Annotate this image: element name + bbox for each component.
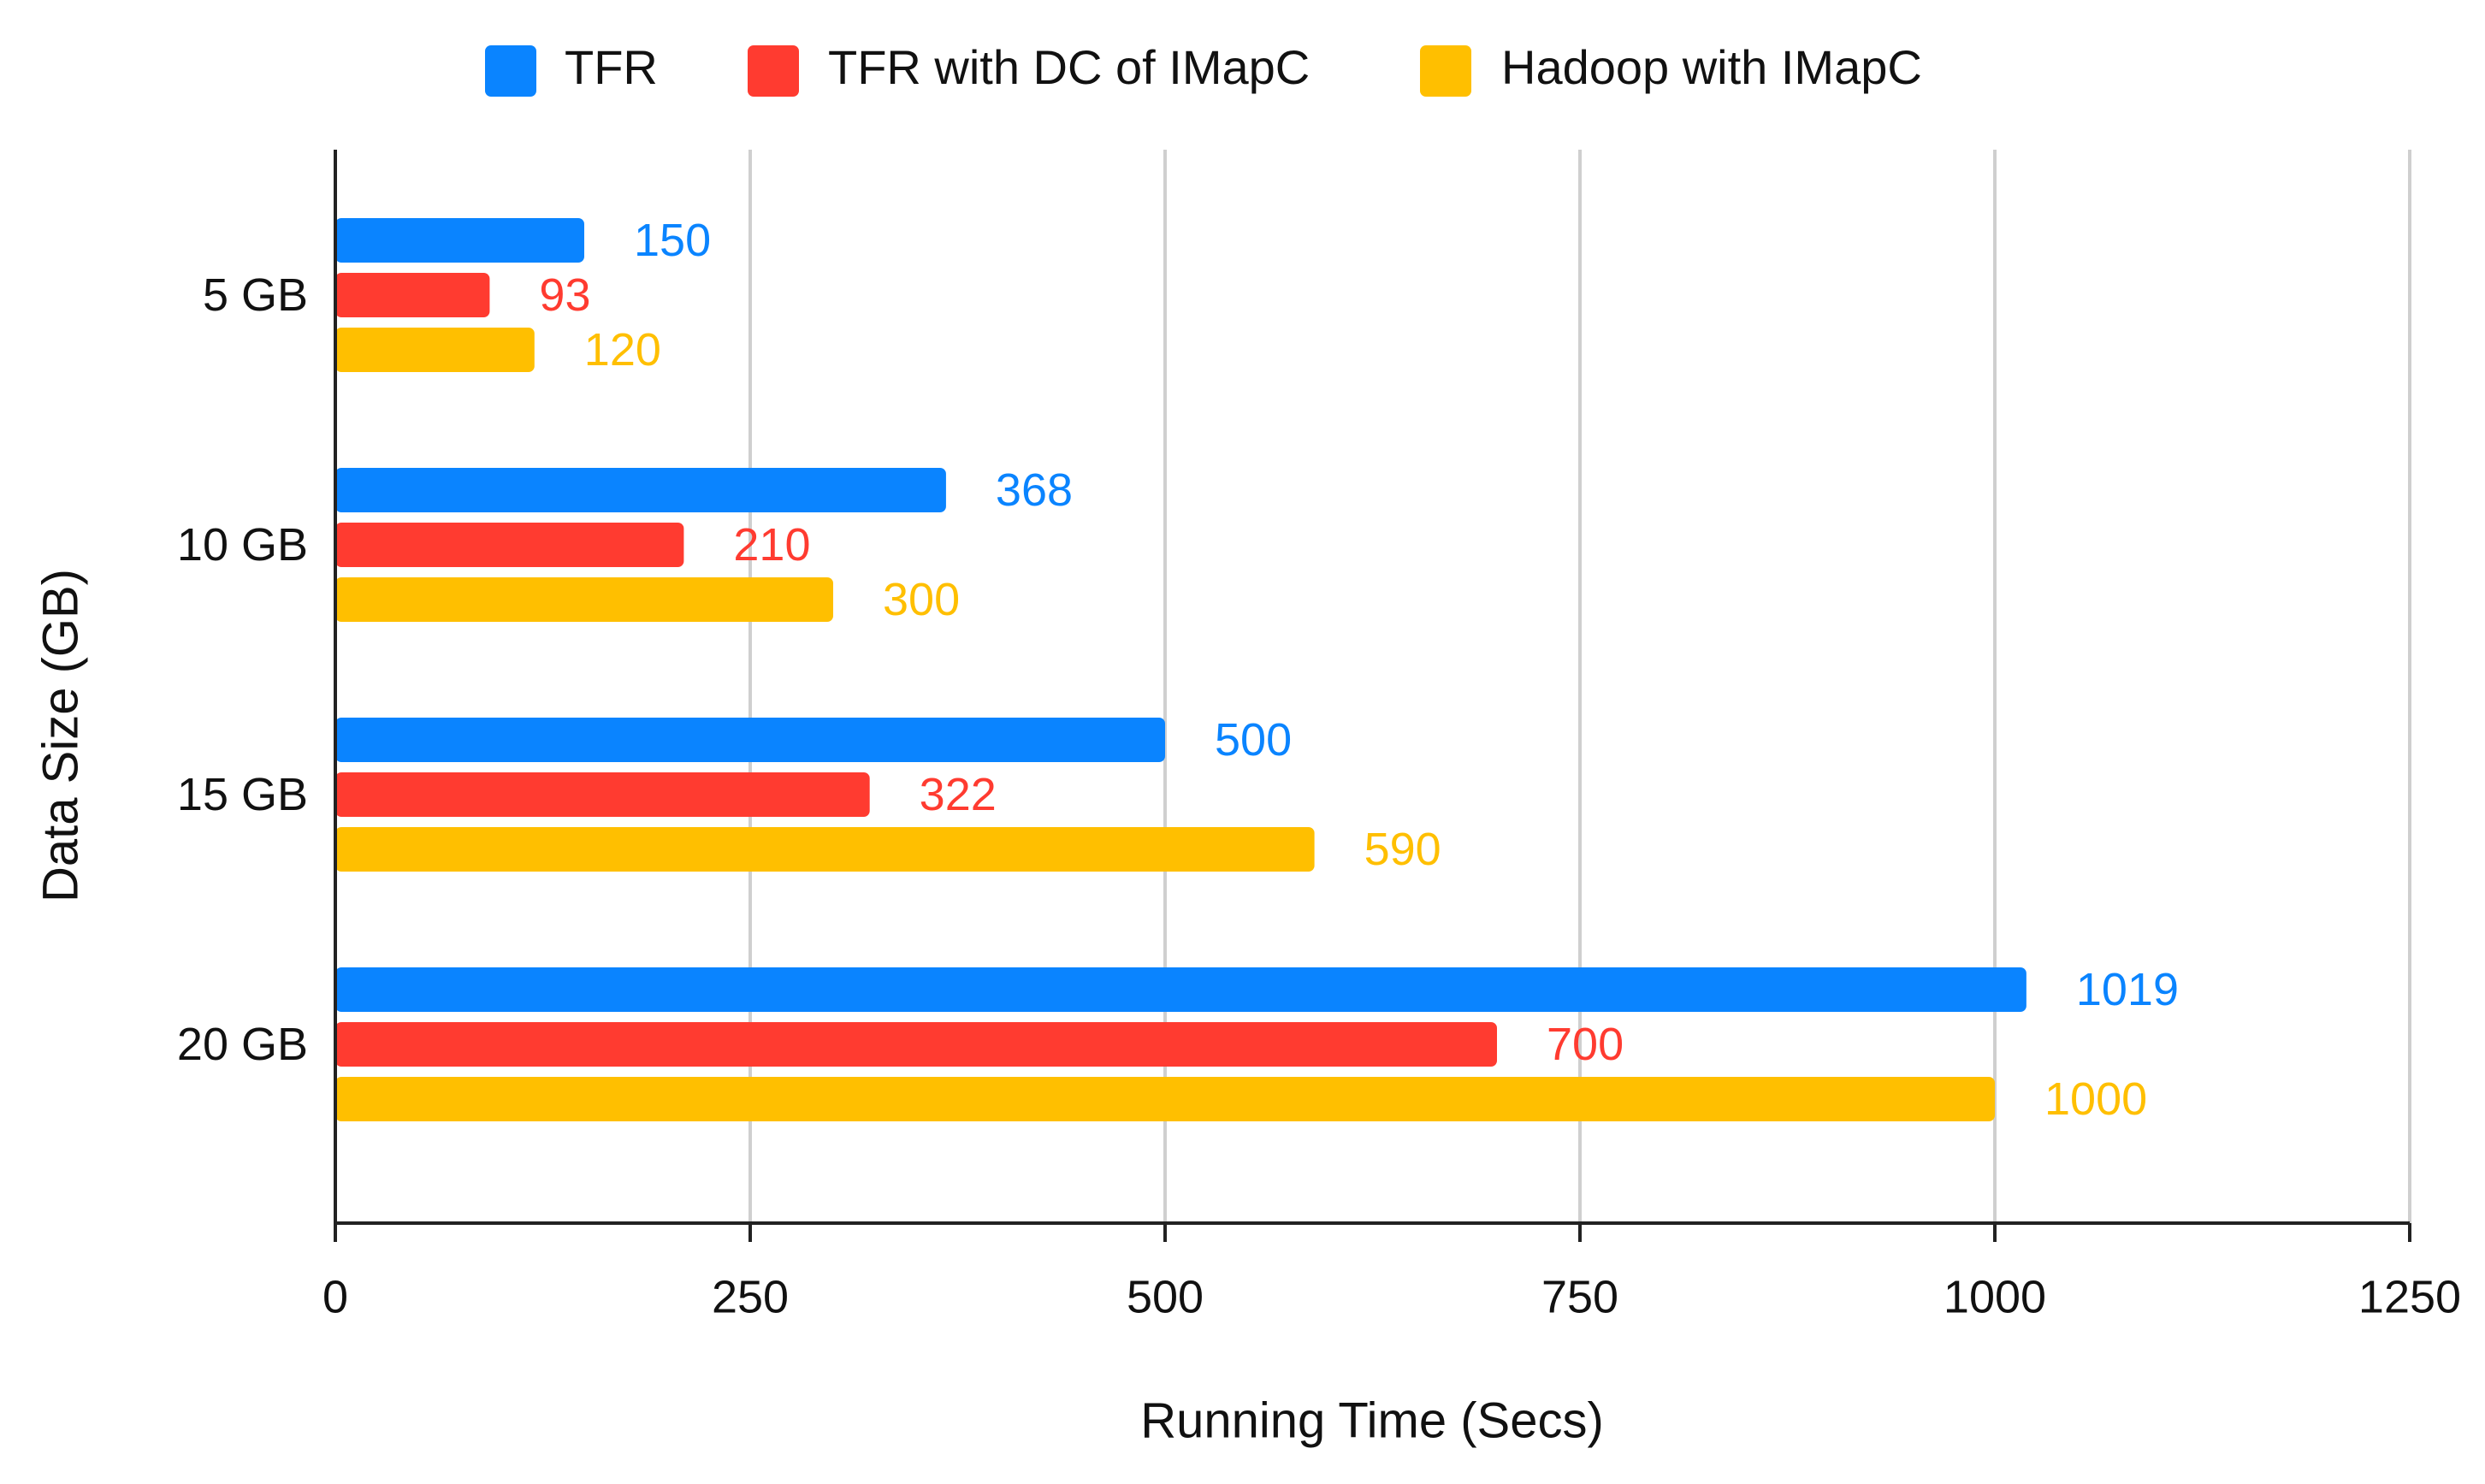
bar-hadoop-with-imapc-5-gb [335,328,535,372]
bar-tfr-20-gb [335,967,2026,1012]
x-tick-label-250: 250 [712,1271,789,1322]
bar-tfr-with-dc-of-imapc-15-gb [335,772,870,817]
bar-tfr-5-gb [335,218,584,263]
bar-tfr-10-gb [335,468,946,512]
legend-swatch-tfr-with-dc-of-imapc [748,45,799,97]
data-label-tfr-with-dc-of-imapc-10-gb: 210 [733,519,810,571]
x-tick-label-1250: 1250 [2358,1271,2461,1322]
data-label-tfr-with-dc-of-imapc-5-gb: 93 [539,269,590,321]
bar-tfr-with-dc-of-imapc-10-gb [335,523,684,567]
y-tick-label-20-gb: 20 GB [177,1019,308,1070]
legend-swatch-tfr [485,45,536,97]
y-tick-label-10-gb: 10 GB [177,519,308,571]
legend-label-tfr-with-dc-of-imapc: TFR with DC of IMapC [828,40,1310,94]
x-tick-label-1000: 1000 [1944,1271,2046,1322]
data-label-tfr-with-dc-of-imapc-20-gb: 700 [1547,1019,1624,1070]
legend-swatch-hadoop-with-imapc [1420,45,1471,97]
y-tick-label-15-gb: 15 GB [177,769,308,820]
data-label-hadoop-with-imapc-10-gb: 300 [883,574,960,625]
data-label-hadoop-with-imapc-5-gb: 120 [584,324,661,375]
y-axis-title: Data Size (GB) [33,569,88,902]
x-axis-title: Running Time (Secs) [1140,1392,1604,1448]
bar-tfr-15-gb [335,718,1165,762]
x-tick-label-0: 0 [322,1271,348,1322]
x-tick-label-750: 750 [1541,1271,1618,1322]
bar-tfr-with-dc-of-imapc-20-gb [335,1022,1497,1067]
bar-hadoop-with-imapc-10-gb [335,577,833,622]
x-tick-label-500: 500 [1127,1271,1204,1322]
bar-tfr-with-dc-of-imapc-5-gb [335,273,490,317]
data-label-tfr-with-dc-of-imapc-15-gb: 322 [920,769,997,820]
bar-hadoop-with-imapc-20-gb [335,1077,1995,1121]
data-label-tfr-5-gb: 150 [634,215,711,266]
data-label-tfr-20-gb: 1019 [2076,964,2179,1015]
y-tick-label-5-gb: 5 GB [203,269,308,321]
data-label-tfr-15-gb: 500 [1215,714,1292,766]
data-label-hadoop-with-imapc-20-gb: 1000 [2044,1073,2147,1125]
bar-hadoop-with-imapc-15-gb [335,827,1315,872]
data-label-hadoop-with-imapc-15-gb: 590 [1364,824,1441,875]
data-label-tfr-10-gb: 368 [996,464,1073,516]
legend-label-tfr: TFR [565,40,658,94]
legend-label-hadoop-with-imapc: Hadoop with IMapC [1501,40,1922,94]
